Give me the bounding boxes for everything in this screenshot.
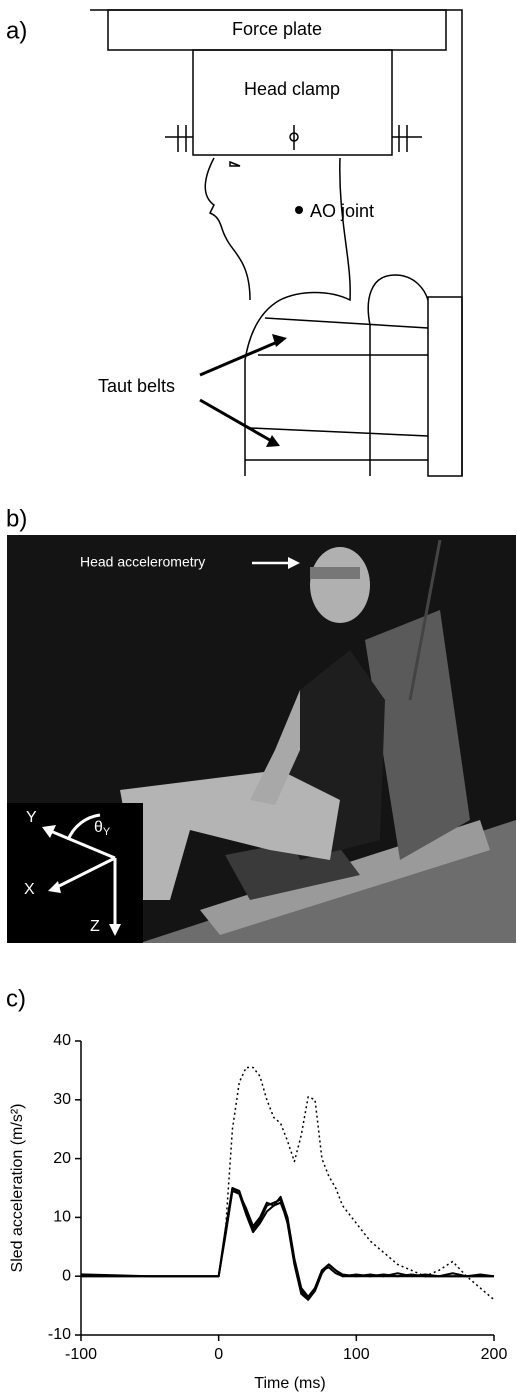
axis-label-x: X (24, 881, 35, 898)
head (310, 547, 370, 623)
panel-label: b) (6, 505, 27, 532)
y-tick-label: 0 (62, 1267, 71, 1284)
y-tick-label: 10 (53, 1209, 71, 1226)
data-line (81, 1191, 494, 1300)
ao-joint-label: AO joint (310, 201, 374, 221)
clamp-bolts (165, 125, 422, 152)
y-tick-label: 40 (53, 1032, 71, 1049)
chart: Time (ms) Sled acceleration (m/s²) -1001… (9, 1032, 507, 1392)
head-clamp-box (193, 50, 392, 155)
data-line (81, 1188, 494, 1300)
y-tick-label: 30 (53, 1091, 71, 1108)
y-axis-label: Sled acceleration (m/s²) (9, 1104, 26, 1273)
diagram: Force plate Head clamp AO joint Taut bel… (90, 10, 462, 476)
panel-label: c) (6, 985, 26, 1012)
face-profile (205, 158, 250, 300)
theta-sub: Y (103, 826, 111, 838)
back-support (428, 297, 462, 476)
ao-joint-dot (295, 206, 303, 214)
data-line (81, 1067, 494, 1299)
x-tick-label: -100 (65, 1346, 97, 1363)
y-tick-label: -10 (48, 1326, 71, 1343)
axis-label-y: Y (26, 809, 37, 826)
panel-label: a) (6, 17, 27, 44)
head-clamp-label: Head clamp (244, 79, 340, 99)
shoulder (368, 275, 428, 325)
x-tick-label: 100 (343, 1346, 370, 1363)
theta: θ (94, 819, 103, 836)
y-tick-label: 20 (53, 1150, 71, 1167)
x-axis-label: Time (ms) (254, 1375, 325, 1392)
belts (245, 318, 428, 476)
eye (230, 162, 240, 166)
figure: a) Force plate Head clamp AO joint Taut … (0, 0, 517, 1397)
eye-bar (310, 567, 360, 579)
photo-annotation: Head accelerometry (80, 554, 205, 570)
belts-label: Taut belts (98, 376, 175, 396)
data-line (81, 1188, 494, 1297)
axis-label-z: Z (90, 918, 100, 935)
photo: Head accelerometry Y θY X Z (7, 535, 516, 943)
x-tick-label: 0 (214, 1346, 223, 1363)
x-tick-label: 200 (481, 1346, 508, 1363)
force-plate-label: Force plate (232, 19, 322, 39)
